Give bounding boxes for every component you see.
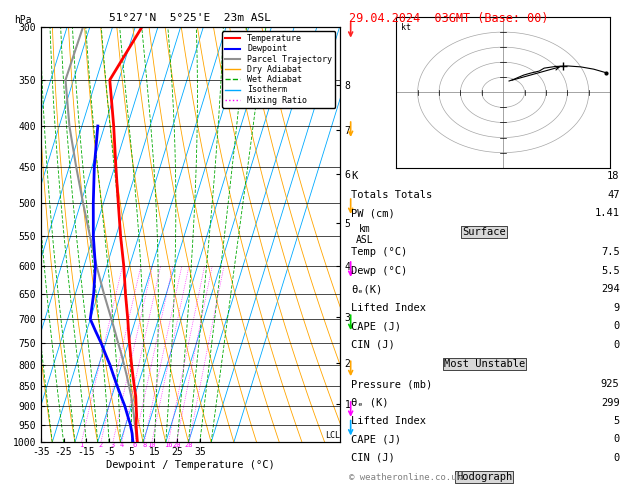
Text: 2: 2 [99, 442, 103, 448]
Text: 299: 299 [601, 398, 620, 408]
Text: 0: 0 [613, 321, 620, 331]
Text: 7.5: 7.5 [601, 247, 620, 258]
Text: 29.04.2024  03GMT (Base: 00): 29.04.2024 03GMT (Base: 00) [349, 12, 548, 25]
Text: 10: 10 [148, 442, 156, 448]
Text: 20: 20 [172, 442, 181, 448]
Text: 6: 6 [133, 442, 137, 448]
Text: Hodograph: Hodograph [456, 472, 513, 483]
Text: Temp (°C): Temp (°C) [351, 247, 407, 258]
Text: Dewp (°C): Dewp (°C) [351, 266, 407, 276]
Text: 5.5: 5.5 [601, 266, 620, 276]
X-axis label: Dewpoint / Temperature (°C): Dewpoint / Temperature (°C) [106, 460, 275, 470]
Text: 925: 925 [601, 379, 620, 389]
Text: 3: 3 [111, 442, 115, 448]
Text: Pressure (mb): Pressure (mb) [351, 379, 432, 389]
Text: 9: 9 [613, 303, 620, 313]
Text: K: K [351, 171, 357, 181]
Text: CIN (J): CIN (J) [351, 340, 395, 350]
Text: © weatheronline.co.uk: © weatheronline.co.uk [349, 473, 462, 482]
Text: Most Unstable: Most Unstable [443, 359, 525, 369]
Text: 16: 16 [164, 442, 172, 448]
Text: 47: 47 [607, 190, 620, 200]
Legend: Temperature, Dewpoint, Parcel Trajectory, Dry Adiabat, Wet Adiabat, Isotherm, Mi: Temperature, Dewpoint, Parcel Trajectory… [222, 31, 335, 108]
Text: Lifted Index: Lifted Index [351, 416, 426, 426]
Text: PW (cm): PW (cm) [351, 208, 395, 218]
Text: hPa: hPa [14, 15, 31, 25]
Text: 0: 0 [613, 434, 620, 445]
Title: 51°27'N  5°25'E  23m ASL: 51°27'N 5°25'E 23m ASL [109, 13, 271, 23]
Text: Surface: Surface [462, 227, 506, 238]
Text: 0: 0 [613, 453, 620, 463]
Text: 0: 0 [613, 340, 620, 350]
Text: Lifted Index: Lifted Index [351, 303, 426, 313]
Text: 294: 294 [601, 284, 620, 295]
Text: θₑ (K): θₑ (K) [351, 398, 389, 408]
Text: 5: 5 [613, 416, 620, 426]
Text: CIN (J): CIN (J) [351, 453, 395, 463]
Text: 28: 28 [185, 442, 193, 448]
Text: Totals Totals: Totals Totals [351, 190, 432, 200]
Text: 1: 1 [79, 442, 84, 448]
Text: 1.41: 1.41 [594, 208, 620, 218]
Text: CAPE (J): CAPE (J) [351, 434, 401, 445]
Text: 18: 18 [607, 171, 620, 181]
Text: θₑ(K): θₑ(K) [351, 284, 382, 295]
Text: kt: kt [401, 23, 411, 32]
Text: LCL: LCL [325, 432, 340, 440]
Text: CAPE (J): CAPE (J) [351, 321, 401, 331]
Y-axis label: km
ASL: km ASL [355, 224, 373, 245]
Text: 4: 4 [120, 442, 124, 448]
Text: 8: 8 [142, 442, 147, 448]
